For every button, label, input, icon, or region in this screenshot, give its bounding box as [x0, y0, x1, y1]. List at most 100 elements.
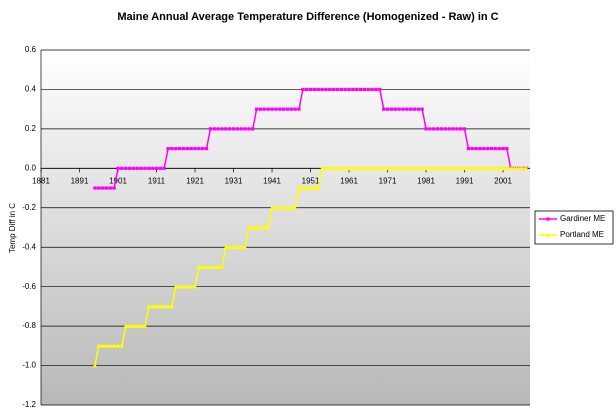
point	[108, 186, 112, 190]
point	[500, 166, 506, 171]
point	[119, 343, 125, 348]
point	[339, 87, 343, 92]
point	[493, 166, 498, 171]
point	[389, 166, 394, 171]
point	[355, 87, 359, 92]
point	[435, 127, 440, 131]
y-tick-label: -0.6	[22, 282, 36, 291]
x-tick-label: 1891	[71, 176, 89, 185]
point	[319, 166, 325, 171]
legend-box	[534, 210, 614, 245]
point	[135, 166, 139, 170]
point	[408, 166, 413, 171]
point	[316, 87, 320, 92]
point	[151, 166, 155, 170]
point	[459, 127, 463, 131]
point	[173, 284, 178, 289]
point	[378, 87, 382, 92]
point	[150, 304, 155, 309]
point	[281, 107, 286, 111]
point	[120, 166, 124, 170]
point	[204, 264, 209, 269]
point	[116, 166, 120, 170]
point	[462, 127, 467, 131]
point	[431, 166, 436, 171]
point	[520, 166, 525, 171]
point	[281, 205, 286, 210]
point	[235, 245, 240, 250]
point	[251, 127, 255, 131]
point	[377, 166, 383, 171]
point	[274, 107, 278, 111]
point	[254, 225, 259, 230]
y-tick-label: -0.2	[22, 203, 36, 212]
point	[482, 147, 486, 151]
y-axis-title: Temp Diff in C	[8, 203, 17, 253]
point	[201, 147, 205, 151]
point	[450, 166, 456, 171]
point	[111, 343, 117, 348]
point	[242, 245, 248, 250]
point	[401, 107, 405, 111]
point	[489, 166, 494, 171]
point	[331, 166, 336, 171]
chart-title: Maine Annual Average Temperature Differe…	[117, 11, 498, 23]
point	[169, 304, 175, 309]
point	[262, 107, 266, 111]
point	[373, 166, 379, 171]
point	[212, 264, 217, 269]
point	[212, 127, 216, 131]
point	[224, 127, 228, 131]
point	[423, 166, 429, 171]
point	[420, 107, 424, 111]
point	[358, 87, 363, 92]
point	[470, 147, 474, 151]
point	[104, 186, 109, 190]
point	[185, 284, 190, 289]
point	[231, 245, 236, 250]
point	[512, 166, 517, 171]
point	[466, 166, 471, 171]
x-tick-label: 1911	[148, 176, 166, 185]
point	[193, 147, 197, 151]
y-tick-label: 0.2	[25, 124, 37, 133]
point	[428, 127, 432, 131]
x-tick-label: 1921	[186, 176, 204, 185]
point	[439, 127, 444, 131]
point	[385, 166, 390, 171]
point	[419, 166, 425, 171]
legend-marker	[546, 217, 550, 221]
point	[104, 343, 109, 348]
point	[208, 264, 213, 269]
point	[339, 166, 344, 171]
point	[292, 205, 298, 210]
point	[258, 107, 263, 111]
point	[362, 87, 367, 92]
point	[278, 107, 282, 111]
point	[328, 87, 332, 92]
point	[166, 147, 170, 151]
point	[354, 166, 359, 171]
point	[300, 185, 306, 190]
point	[443, 127, 447, 131]
point	[447, 127, 451, 131]
point	[301, 87, 305, 92]
point	[347, 87, 351, 92]
point	[92, 363, 98, 368]
point	[370, 87, 374, 92]
point	[435, 166, 440, 171]
point	[308, 185, 313, 190]
point	[178, 147, 182, 151]
legend-label: Gardiner ME	[560, 214, 605, 223]
point	[366, 87, 370, 92]
point	[165, 304, 171, 309]
point	[362, 166, 367, 171]
point	[112, 186, 116, 190]
x-tick-label: 1931	[225, 176, 243, 185]
point	[523, 166, 529, 171]
point	[285, 205, 290, 210]
y-tick-label: 0.6	[25, 45, 37, 54]
point	[170, 147, 174, 151]
point	[146, 304, 152, 309]
point	[188, 284, 194, 289]
